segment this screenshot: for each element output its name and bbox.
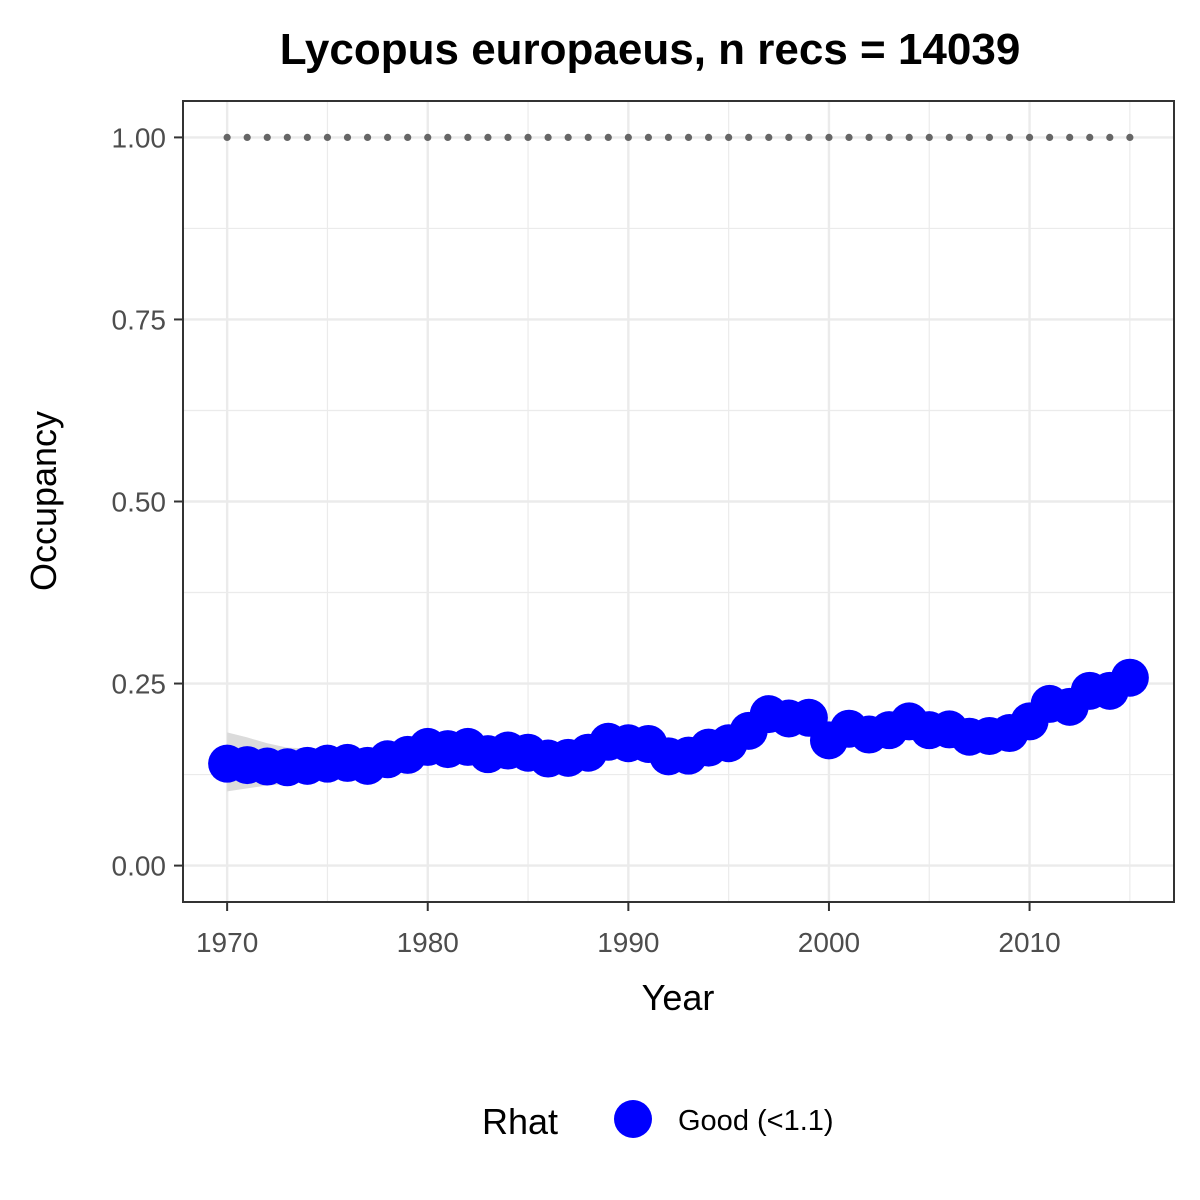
legend-label-good: Good (<1.1) — [678, 1105, 834, 1137]
x-tick-label: 2000 — [798, 927, 860, 958]
reference-point — [444, 133, 452, 142]
reference-line — [223, 133, 1134, 142]
reference-point — [985, 133, 994, 142]
chart-title: Lycopus europaeus, n recs = 14039 — [280, 25, 1021, 74]
x-tick-label: 1970 — [196, 927, 258, 958]
reference-point — [945, 133, 953, 142]
reference-point — [805, 133, 813, 142]
reference-point — [905, 133, 913, 142]
axes: 1970 1980 1990 2000 2010 0.00 0.25 0.50 0.75 1.00 — [112, 122, 1061, 958]
reference-point — [303, 133, 311, 142]
data-point — [1110, 658, 1149, 697]
reference-point — [223, 133, 231, 142]
reference-point — [684, 133, 693, 142]
reference-point — [363, 133, 372, 142]
reference-point — [765, 133, 773, 142]
reference-point — [1086, 133, 1094, 142]
reference-point — [885, 133, 893, 142]
reference-point — [464, 133, 472, 142]
legend-key-good — [614, 1100, 652, 1138]
reference-point — [624, 133, 632, 142]
reference-point — [845, 133, 853, 142]
y-tick-label: 0.50 — [112, 487, 167, 518]
data-points — [208, 658, 1149, 787]
reference-point — [1005, 133, 1014, 142]
reference-point — [484, 133, 492, 142]
reference-point — [524, 133, 532, 142]
y-tick-label: 0.00 — [112, 851, 167, 882]
reference-point — [704, 133, 713, 142]
reference-point — [745, 133, 753, 142]
x-axis-title: Year — [642, 977, 715, 1018]
reference-point — [404, 133, 412, 142]
reference-point — [785, 133, 793, 142]
reference-point — [644, 133, 653, 142]
legend-title: Rhat — [482, 1101, 558, 1142]
reference-point — [384, 133, 392, 142]
reference-point — [1025, 133, 1034, 142]
reference-point — [584, 133, 592, 142]
y-tick-label: 0.25 — [112, 669, 167, 700]
y-tick-label: 0.75 — [112, 304, 167, 335]
reference-point — [725, 133, 733, 142]
reference-point — [1046, 133, 1054, 142]
reference-point — [825, 133, 833, 142]
reference-point — [343, 133, 352, 142]
reference-point — [965, 133, 973, 142]
x-tick-label: 1980 — [397, 927, 459, 958]
reference-point — [1126, 133, 1134, 142]
reference-point — [424, 133, 432, 142]
x-tick-label: 1990 — [597, 927, 659, 958]
y-tick-label: 1.00 — [112, 122, 167, 153]
x-tick-label: 2010 — [998, 927, 1060, 958]
reference-point — [664, 133, 673, 142]
reference-point — [283, 133, 291, 142]
reference-point — [1106, 133, 1114, 142]
reference-point — [1066, 133, 1074, 142]
reference-point — [323, 133, 332, 142]
reference-point — [604, 133, 612, 142]
reference-point — [564, 133, 572, 142]
legend: Rhat Good (<1.1) — [482, 1100, 834, 1142]
reference-point — [263, 133, 271, 142]
y-axis-title: Occupancy — [23, 411, 64, 591]
reference-point — [243, 133, 251, 142]
reference-point — [925, 133, 933, 142]
reference-point — [504, 133, 512, 142]
reference-point — [865, 133, 873, 142]
reference-point — [544, 133, 552, 142]
